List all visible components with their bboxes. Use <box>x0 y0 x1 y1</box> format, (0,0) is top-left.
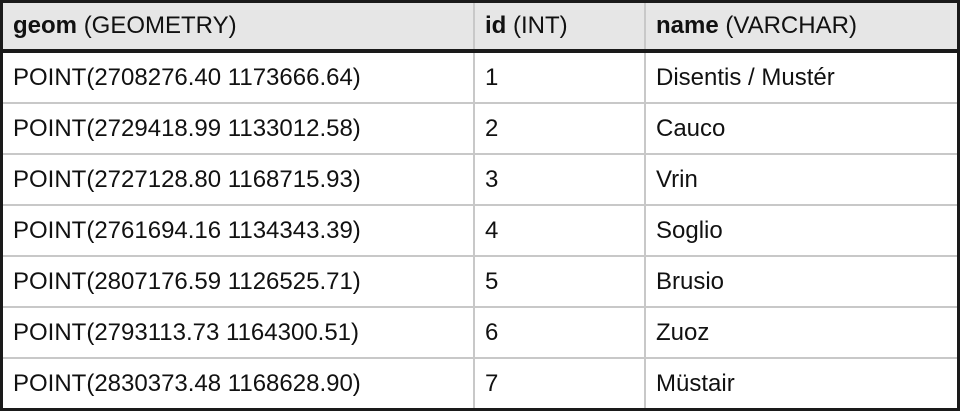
column-type: (GEOMETRY) <box>83 12 237 39</box>
cell-name[interactable]: Disentis / Mustér <box>644 51 957 103</box>
column-name: id <box>485 12 507 39</box>
cell-id[interactable]: 1 <box>473 51 645 103</box>
result-table: geom (GEOMETRY) id (INT) name (VARCHAR) … <box>3 3 957 408</box>
cell-name[interactable]: Müstair <box>644 357 957 408</box>
cell-geom[interactable]: POINT(2807176.59 1126525.71) <box>3 255 474 307</box>
table-row[interactable]: POINT(2729418.99 1133012.58) 2 Cauco <box>3 102 957 154</box>
table-row[interactable]: POINT(2727128.80 1168715.93) 3 Vrin <box>3 153 957 205</box>
cell-id[interactable]: 3 <box>473 153 645 205</box>
cell-id[interactable]: 5 <box>473 255 645 307</box>
table-row[interactable]: POINT(2807176.59 1126525.71) 5 Brusio <box>3 255 957 307</box>
cell-id[interactable]: 4 <box>473 204 645 256</box>
cell-geom[interactable]: POINT(2729418.99 1133012.58) <box>3 102 474 154</box>
cell-name[interactable]: Brusio <box>644 255 957 307</box>
cell-id[interactable]: 6 <box>473 306 645 358</box>
cell-name[interactable]: Soglio <box>644 204 957 256</box>
cell-geom[interactable]: POINT(2727128.80 1168715.93) <box>3 153 474 205</box>
table-row[interactable]: POINT(2708276.40 1173666.64) 1 Disentis … <box>3 51 957 103</box>
cell-name[interactable]: Zuoz <box>644 306 957 358</box>
cell-name[interactable]: Cauco <box>644 102 957 154</box>
column-type: (VARCHAR) <box>725 12 857 39</box>
cell-id[interactable]: 2 <box>473 102 645 154</box>
cell-name[interactable]: Vrin <box>644 153 957 205</box>
table-header-row: geom (GEOMETRY) id (INT) name (VARCHAR) <box>3 3 957 53</box>
column-header-id[interactable]: id (INT) <box>473 3 645 53</box>
column-header-geom[interactable]: geom (GEOMETRY) <box>3 3 474 53</box>
cell-geom[interactable]: POINT(2761694.16 1134343.39) <box>3 204 474 256</box>
column-name: geom <box>13 12 78 39</box>
table-row[interactable]: POINT(2761694.16 1134343.39) 4 Soglio <box>3 204 957 256</box>
cell-geom[interactable]: POINT(2708276.40 1173666.64) <box>13 63 361 91</box>
column-type: (INT) <box>513 12 568 39</box>
cell-id[interactable]: 7 <box>473 357 645 408</box>
table-row[interactable]: POINT(2830373.48 1168628.90) 7 Müstair <box>3 357 957 408</box>
column-name: name <box>656 12 719 39</box>
column-header-name[interactable]: name (VARCHAR) <box>644 3 957 53</box>
cell-geom[interactable]: POINT(2830373.48 1168628.90) <box>3 357 474 408</box>
table-row[interactable]: POINT(2793113.73 1164300.51) 6 Zuoz <box>3 306 957 358</box>
cell-geom[interactable]: POINT(2793113.73 1164300.51) <box>3 306 474 358</box>
